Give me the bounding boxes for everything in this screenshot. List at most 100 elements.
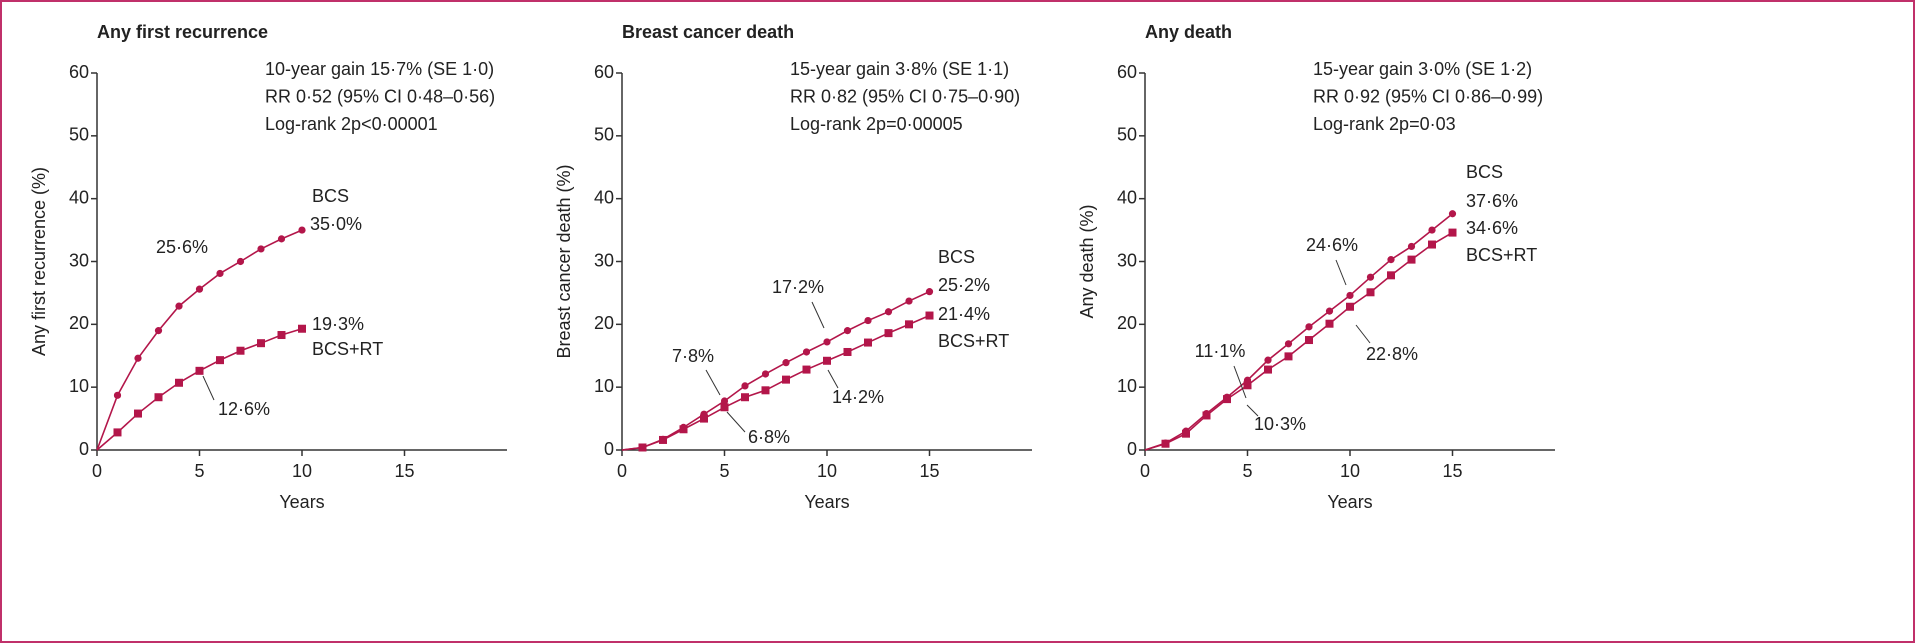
x-tick-label: 5: [719, 461, 729, 481]
marker: [113, 391, 122, 399]
marker: [720, 403, 729, 412]
marker: [1161, 439, 1170, 448]
y-tick-label: 10: [594, 376, 614, 396]
stat-line: 15-year gain 3·0% (SE 1·2): [1313, 59, 1532, 79]
marker: [195, 366, 204, 375]
x-tick-label: 0: [92, 461, 102, 481]
marker: [216, 269, 224, 278]
y-tick-label: 20: [69, 313, 89, 333]
marker: [236, 257, 245, 266]
leader-line: [1355, 324, 1371, 344]
annotation: 7·8%: [672, 346, 714, 366]
series-line: [96, 229, 303, 451]
stat-line: 15-year gain 3·8% (SE 1·1): [790, 59, 1009, 79]
marker: [1325, 319, 1334, 328]
y-tick-label: 50: [69, 125, 89, 145]
annotation: 21·4%: [938, 304, 990, 324]
annotation: 11·1%: [1195, 341, 1246, 361]
y-tick-label: 40: [1117, 187, 1137, 207]
y-tick-label: 50: [594, 125, 614, 145]
panel-title: Breast cancer death: [622, 22, 794, 42]
x-tick-label: 0: [1140, 461, 1150, 481]
marker: [1346, 302, 1354, 311]
series-line: [621, 290, 930, 451]
marker: [864, 316, 872, 325]
marker: [823, 356, 831, 365]
stat-line: Log-rank 2p=0·03: [1313, 114, 1456, 134]
x-tick-label: 10: [817, 461, 837, 481]
series-line: [1144, 231, 1453, 451]
marker: [175, 378, 183, 387]
marker: [1428, 226, 1436, 234]
marker: [195, 285, 204, 293]
marker: [905, 320, 913, 329]
marker: [823, 338, 831, 346]
x-axis-label: Years: [1327, 492, 1372, 512]
stat-line: Log-rank 2p<0·00001: [265, 114, 438, 134]
x-tick-label: 5: [194, 461, 204, 481]
marker: [884, 308, 893, 316]
marker: [1366, 273, 1375, 281]
stat-line: RR 0·52 (95% CI 0·48–0·56): [265, 86, 495, 106]
y-tick-label: 20: [1117, 313, 1137, 333]
series-label: BCS: [1466, 162, 1503, 182]
x-tick-label: 10: [292, 461, 312, 481]
marker: [236, 346, 245, 355]
leader-line: [827, 369, 839, 389]
marker: [277, 235, 286, 243]
annotation: 22·8%: [1366, 344, 1418, 364]
marker: [1202, 411, 1211, 420]
marker: [802, 348, 811, 356]
marker: [638, 443, 647, 452]
marker: [1387, 271, 1395, 280]
marker: [679, 425, 688, 434]
marker: [154, 327, 163, 335]
marker: [1325, 307, 1334, 315]
y-tick-label: 0: [1127, 439, 1137, 459]
marker: [257, 339, 265, 348]
y-tick-label: 40: [594, 187, 614, 207]
annotation: 25·6%: [156, 237, 208, 257]
annotation: 37·6%: [1466, 191, 1518, 211]
marker: [1182, 429, 1190, 438]
annotation: 34·6%: [1466, 218, 1518, 238]
series-label: BCS: [312, 186, 349, 206]
marker: [741, 393, 749, 402]
leader-line: [1335, 259, 1347, 286]
y-tick-label: 40: [69, 187, 89, 207]
x-tick-label: 10: [1340, 461, 1360, 481]
annotation: 19·3%: [312, 314, 364, 334]
marker: [154, 393, 163, 402]
marker: [782, 375, 790, 384]
x-tick-label: 15: [394, 461, 414, 481]
marker: [741, 382, 749, 390]
annotation: 10·3%: [1254, 414, 1306, 434]
annotation: 24·6%: [1306, 235, 1358, 255]
marker: [1407, 242, 1416, 251]
marker: [802, 365, 811, 374]
marker: [277, 331, 286, 340]
marker: [1264, 365, 1272, 374]
y-tick-label: 0: [604, 439, 614, 459]
marker: [134, 409, 142, 418]
marker: [925, 311, 934, 320]
marker: [298, 226, 306, 234]
marker: [761, 370, 770, 378]
y-tick-label: 60: [69, 62, 89, 82]
x-tick-label: 0: [617, 461, 627, 481]
marker: [843, 347, 852, 356]
annotation: 14·2%: [832, 387, 884, 407]
marker: [884, 329, 893, 338]
series-label: BCS+RT: [938, 331, 1009, 351]
marker: [843, 327, 852, 335]
marker: [864, 338, 872, 347]
annotation: 12·6%: [218, 399, 270, 419]
marker: [1243, 381, 1252, 390]
marker: [1407, 255, 1416, 264]
x-axis-label: Years: [804, 492, 849, 512]
marker: [1366, 288, 1375, 297]
marker: [1428, 240, 1436, 249]
annotation: 35·0%: [310, 214, 362, 234]
marker: [134, 354, 142, 362]
